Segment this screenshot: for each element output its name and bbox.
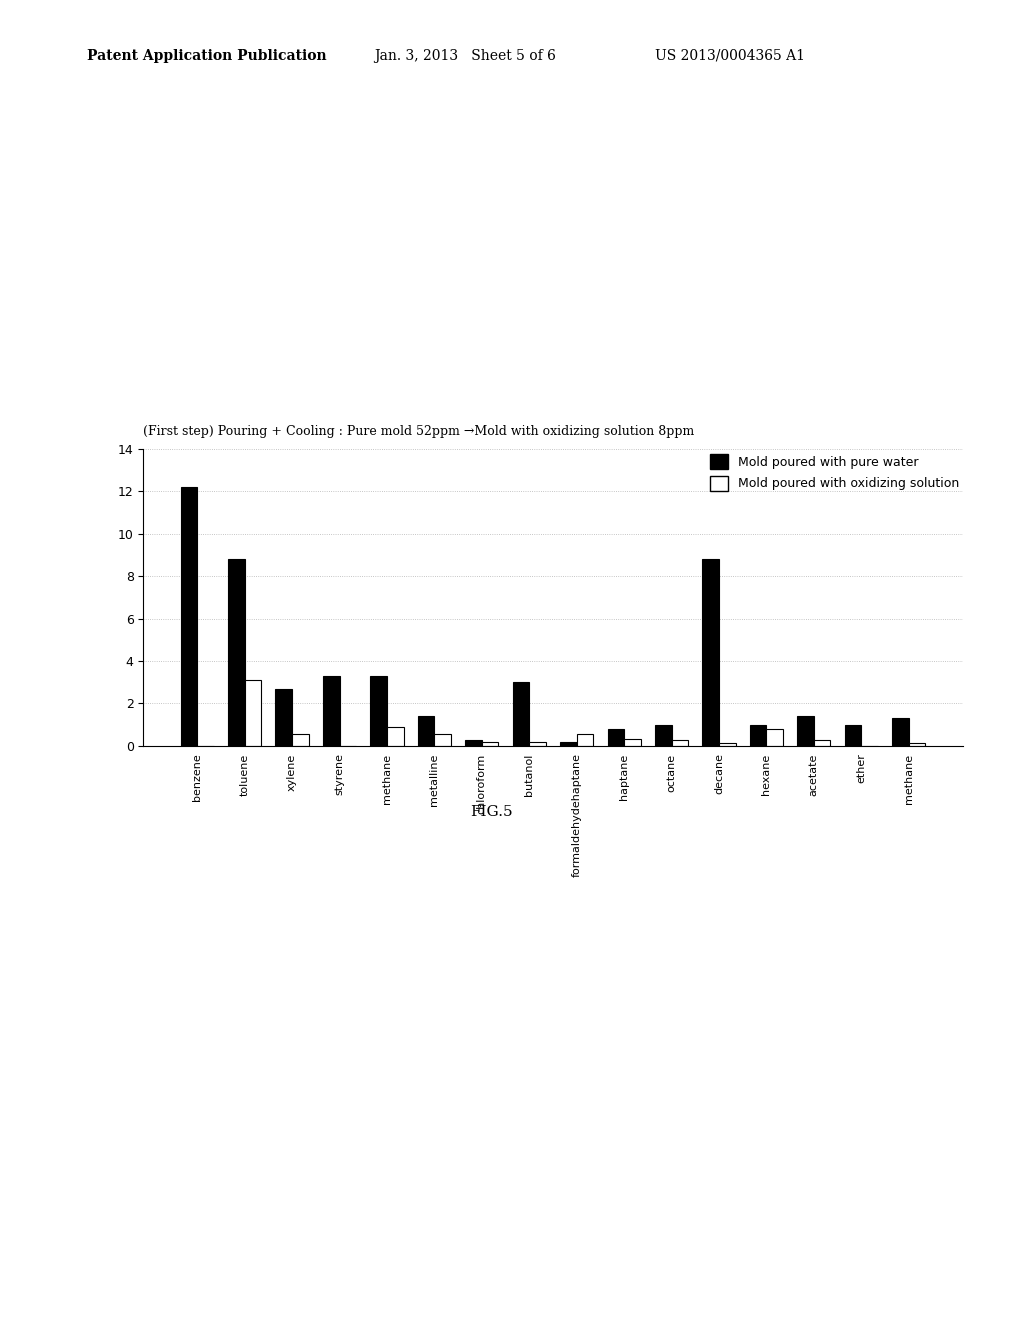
Bar [560, 742, 577, 746]
Bar [908, 743, 926, 746]
Text: US 2013/0004365 A1: US 2013/0004365 A1 [655, 49, 805, 63]
Bar [529, 742, 546, 746]
Bar [702, 560, 719, 746]
Bar [750, 725, 766, 746]
Bar [798, 715, 814, 746]
Text: FIG.5: FIG.5 [470, 805, 513, 818]
Bar [845, 725, 861, 746]
Bar [228, 560, 245, 746]
Bar [434, 734, 451, 746]
Bar [482, 742, 499, 746]
Text: Jan. 3, 2013   Sheet 5 of 6: Jan. 3, 2013 Sheet 5 of 6 [374, 49, 556, 63]
Bar [624, 739, 641, 746]
Bar [371, 676, 387, 746]
Bar [655, 725, 672, 746]
Bar [323, 676, 340, 746]
Bar [577, 734, 593, 746]
Bar [387, 727, 403, 746]
Bar [465, 741, 482, 746]
Text: (First step) Pouring + Cooling : Pure mold 52ppm →Mold with oxidizing solution 8: (First step) Pouring + Cooling : Pure mo… [143, 425, 694, 438]
Bar [892, 718, 908, 746]
Bar [418, 715, 434, 746]
Text: Patent Application Publication: Patent Application Publication [87, 49, 327, 63]
Bar [180, 487, 198, 746]
Bar [292, 734, 308, 746]
Bar [766, 729, 783, 746]
Bar [719, 743, 735, 746]
Bar [814, 741, 830, 746]
Bar [245, 680, 261, 746]
Bar [513, 682, 529, 746]
Bar [275, 689, 292, 746]
Bar [672, 741, 688, 746]
Legend: Mold poured with pure water, Mold poured with oxidizing solution: Mold poured with pure water, Mold poured… [705, 449, 965, 496]
Bar [607, 729, 624, 746]
